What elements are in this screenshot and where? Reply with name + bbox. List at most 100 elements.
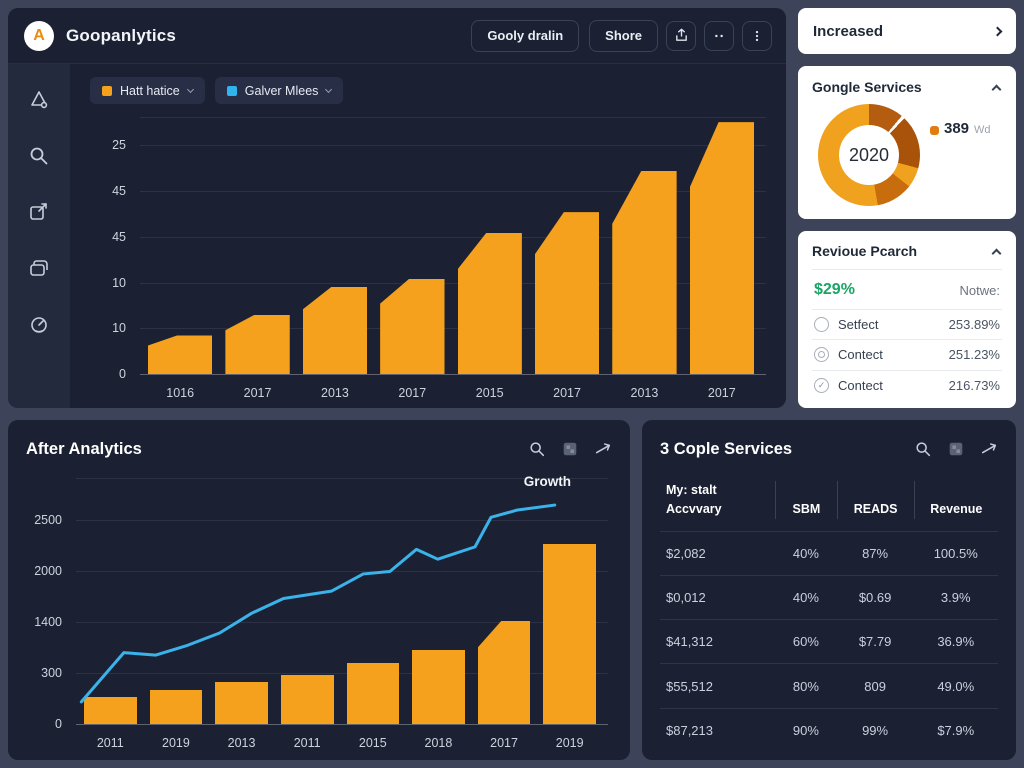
- grid-icon[interactable]: [561, 440, 579, 458]
- kebab-menu-button[interactable]: [742, 20, 772, 51]
- table-row[interactable]: $41,312 60% $7.79 36.9%: [660, 619, 998, 663]
- table-row[interactable]: $2,082 40% 87% 100.5%: [660, 530, 998, 575]
- x-tick-label: 2015: [358, 736, 387, 750]
- services-card-title: Gongle Services: [812, 78, 922, 95]
- arrow-icon[interactable]: [980, 440, 998, 458]
- revenue-highlight-row: $29% Notwe:: [812, 270, 1002, 309]
- revioue-pcarch-card: Revioue Pcarch $29% Notwe: Setfect 253.89…: [798, 231, 1016, 408]
- y-tick-label: 25: [112, 138, 126, 153]
- app-title: Goopanlytics: [66, 25, 177, 45]
- x-tick-label: 2017: [490, 736, 518, 750]
- gooly-dralin-button[interactable]: Gooly dralin: [471, 19, 580, 52]
- card-header-icons: [914, 440, 998, 458]
- sidebar: [8, 64, 70, 408]
- revenue-row[interactable]: Setfect 253.89%: [812, 309, 1002, 339]
- gridline: [76, 570, 608, 572]
- gauge-icon[interactable]: [27, 312, 51, 336]
- table-row[interactable]: $55,512 80% 809 49.0%: [660, 663, 998, 707]
- x-tick-label: 2019: [555, 736, 584, 750]
- table-header-cell-1: My: stalt Accvvary: [666, 483, 722, 516]
- increased-label: Increased: [813, 22, 884, 40]
- x-tick-label: 2013: [227, 736, 256, 750]
- chart-plot: [140, 117, 766, 375]
- arrow-icon[interactable]: [594, 440, 612, 458]
- x-tick-label: 2013: [630, 386, 659, 400]
- collapse-button[interactable]: [991, 241, 1002, 260]
- bar: [346, 662, 400, 724]
- export-icon-button[interactable]: [666, 20, 696, 51]
- legend-swatch: [102, 85, 112, 96]
- bar: [612, 170, 677, 374]
- external-link-icon[interactable]: [27, 200, 51, 224]
- table-cell: 80%: [792, 678, 819, 694]
- table-cell: 40%: [792, 545, 819, 561]
- legend-swatch: [226, 85, 237, 96]
- x-tick-label: 1016: [166, 386, 195, 400]
- y-tick-label: 10: [112, 275, 126, 290]
- circle-icon: [814, 317, 829, 333]
- nodes-icon[interactable]: [27, 88, 51, 112]
- table-cell: 99%: [862, 722, 889, 738]
- y-axis-labels: 25 45 45 10 10 0: [90, 117, 132, 381]
- table-header-row: My: stalt Accvvary SBM READS Revenue: [660, 469, 998, 531]
- revenue-row[interactable]: Contect 251.23%: [812, 339, 1002, 369]
- revenue-row-value: 216.73%: [948, 377, 1000, 393]
- y-tick-label: 0: [55, 717, 62, 731]
- legend-unit: Wd: [974, 124, 991, 136]
- services-card-header: Gongle Services: [812, 77, 1002, 96]
- chevron-down-icon: [325, 85, 333, 94]
- gongle-services-card: Gongle Services 2020 389 Wd: [798, 66, 1016, 219]
- grid-icon[interactable]: [947, 440, 965, 458]
- target-icon: [814, 347, 829, 363]
- revenue-row[interactable]: Contect 216.73%: [812, 369, 1002, 400]
- donut-center-label: 2020: [848, 144, 890, 165]
- revenue-card-header: Revioue Pcarch: [812, 241, 1002, 260]
- app-logo[interactable]: A: [24, 20, 54, 51]
- x-tick-label: 2017: [707, 386, 736, 400]
- revenue-rows: Setfect 253.89% Contect 251.23% Contect 216.7…: [812, 309, 1002, 400]
- legend-chip-1[interactable]: Hatt hatice: [90, 77, 205, 104]
- x-axis-labels: 1016 2017 2013 2017 2015 2017 2013 2017: [148, 378, 754, 400]
- y-tick-label: 2500: [34, 512, 62, 527]
- share-button[interactable]: Shore: [589, 19, 658, 52]
- revenue-row-value: 253.89%: [948, 317, 1000, 333]
- growth-line: [76, 478, 608, 724]
- y-tick-label: 300: [41, 665, 62, 680]
- cople-services-header: 3 Cople Services: [660, 433, 998, 465]
- search-icon[interactable]: [27, 144, 51, 168]
- increased-card[interactable]: Increased: [798, 8, 1016, 54]
- x-axis-labels: 2011 2019 2013 2011 2015 2018 2017 2019: [84, 728, 596, 750]
- search-icon[interactable]: [528, 440, 546, 458]
- divider: [812, 269, 1002, 270]
- collapse-button[interactable]: [991, 77, 1002, 96]
- gridline: [76, 478, 608, 479]
- x-tick-label: 2019: [162, 736, 190, 750]
- legend-dot: [930, 125, 939, 135]
- main-body: Hatt hatice Galver Mlees 25 45 45 10 10 0 1016 2…: [8, 64, 786, 408]
- x-tick-label: 2015: [475, 386, 504, 400]
- layers-icon[interactable]: [27, 256, 51, 280]
- gridline: [76, 724, 608, 725]
- bar: [457, 232, 522, 374]
- search-icon[interactable]: [914, 440, 932, 458]
- y-tick-label: 10: [112, 321, 126, 336]
- logo-letter: A: [33, 26, 45, 44]
- table-cell: $0.69: [858, 589, 892, 605]
- legend-chip-2[interactable]: Galver Mlees: [214, 77, 344, 104]
- table-row[interactable]: $87,213 90% 99% $7.9%: [660, 707, 998, 752]
- y-tick-label: 2000: [34, 563, 62, 578]
- revenue-row-label: Contect: [838, 377, 883, 393]
- table-cell: 87%: [862, 545, 889, 561]
- services-table: My: stalt Accvvary SBM READS Revenue $2,082…: [660, 469, 998, 752]
- x-tick-label: 2013: [321, 386, 349, 400]
- y-tick-label: 45: [112, 184, 126, 199]
- chevron-right-icon: [992, 26, 1003, 36]
- legend-chip-label: Galver Mlees: [244, 83, 319, 98]
- table-row[interactable]: $0,012 40% $0.69 3.9%: [660, 574, 998, 619]
- ellipsis-icon-button[interactable]: [704, 20, 734, 51]
- bar: [148, 335, 213, 374]
- table-cell: $7.79: [858, 634, 892, 650]
- y-axis-labels: 2500 2000 1400 300 0: [26, 478, 68, 731]
- right-sidebar-column: Increased Gongle Services 2020 389 Wd: [798, 8, 1016, 408]
